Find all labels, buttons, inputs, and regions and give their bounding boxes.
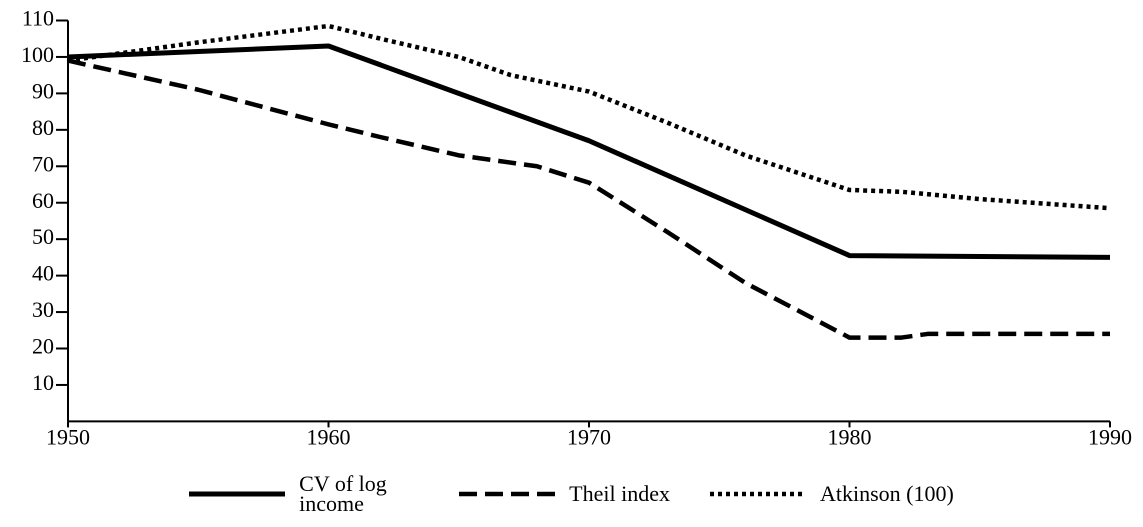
x-tick-label: 1960 [307,424,351,449]
y-tick-label: 20 [32,334,54,359]
series-line [67,23,1111,211]
x-tick-label: 1970 [567,424,611,449]
y-tick-label: 70 [32,151,54,176]
y-tick-label: 80 [32,115,54,140]
legend-label: CV of log income [299,471,387,516]
legend-swatch [459,491,556,497]
y-tick-label: 10 [32,370,54,395]
chart: 10 20 30 40 50 60 70 80 90 100 110 1950 1960 1970 1980… [21,6,1132,450]
x-tick-label: 1980 [828,424,872,449]
legend-swatch [189,491,286,497]
legend-item: CV of log income [189,471,419,516]
series-line [67,58,1110,340]
legend-item: Atkinson (100) [709,481,954,506]
y-tick-label: 100 [21,42,54,67]
x-tick-label: 1990 [1088,424,1132,449]
y-tick-label: 40 [32,261,54,286]
series-line [67,43,1111,260]
legend: CV of log income Theil index Atkinson (100… [0,466,1143,522]
legend-label: Atkinson (100) [819,481,954,506]
legend-item: Theil index [459,481,670,506]
y-tick-label: 90 [32,78,54,103]
y-tick-label: 50 [32,224,54,249]
legend-label: Theil index [569,481,670,506]
x-tick-label: 1950 [46,424,90,449]
y-tick-label: 60 [32,188,54,213]
y-tick-label: 110 [22,6,54,31]
y-tick-label: 30 [32,297,54,322]
legend-swatch [709,491,806,497]
